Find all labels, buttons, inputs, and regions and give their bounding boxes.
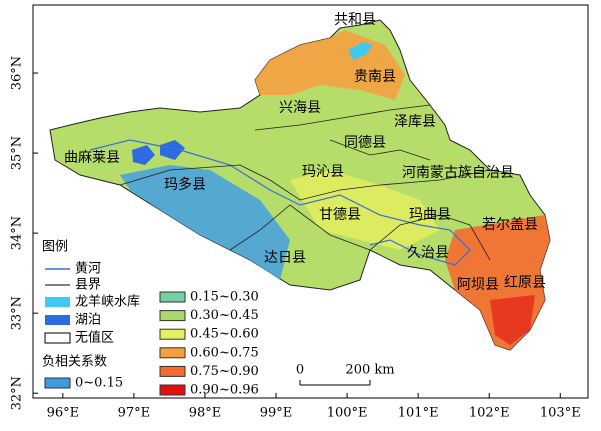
scale-end: 200 km <box>345 363 394 378</box>
county-label: 红原县 <box>504 275 546 291</box>
legend-swatch <box>159 365 186 377</box>
county-label: 曲麻莱县 <box>64 150 120 166</box>
x-tick-label: 101°E <box>398 406 439 421</box>
legend-label: 0.45~0.60 <box>190 327 259 342</box>
legend-swatch <box>159 328 186 340</box>
x-tick-label: 103°E <box>540 406 581 421</box>
county-border <box>329 139 431 161</box>
x-tick-label: 96°E <box>47 406 80 421</box>
legend-swatch <box>159 384 186 396</box>
x-tick-label: 98°E <box>189 406 222 421</box>
legend-label: 0.30~0.45 <box>190 308 259 323</box>
county-label: 泽库县 <box>394 114 436 130</box>
county-label: 甘德县 <box>319 207 361 223</box>
legend-label: 黄河 <box>75 262 101 277</box>
legend-label: 0.90~0.96 <box>190 383 259 398</box>
lake <box>132 140 185 165</box>
scale-start: 0 <box>296 363 304 378</box>
county-label: 玛多县 <box>164 176 206 193</box>
y-tick-label: 34°N <box>10 216 25 250</box>
county-label: 阿坝县 <box>457 277 499 293</box>
legend-label: 0.15~0.30 <box>190 290 259 305</box>
legend-label: 0.75~0.90 <box>190 364 259 379</box>
legend-swatch <box>159 291 186 303</box>
legend-swatch <box>44 377 71 389</box>
legend-label: 0.60~0.75 <box>190 345 259 360</box>
zone-mid <box>290 170 440 250</box>
x-tick-label: 99°E <box>260 406 293 421</box>
yellow-river <box>89 139 471 266</box>
legend-label: 0~0.15 <box>75 376 123 391</box>
county-label: 玛沁县 <box>302 164 344 180</box>
legend-label: 无值区 <box>75 330 114 346</box>
y-tick-label: 35°N <box>10 136 25 170</box>
legend-title: 图例 <box>42 240 68 255</box>
county-label: 玛曲县 <box>409 207 451 223</box>
county-label: 同德县 <box>344 135 386 151</box>
county-label: 贵南县 <box>354 69 396 85</box>
legend-label: 县界 <box>75 278 101 293</box>
legend-swatch <box>159 347 186 359</box>
county-label: 共和县 <box>334 12 376 28</box>
zone-red <box>490 295 535 345</box>
zone-low <box>120 165 290 280</box>
legend-novalue <box>44 332 71 344</box>
county-border <box>254 104 431 131</box>
reservoir <box>348 42 373 60</box>
y-tick-label: 36°N <box>10 56 25 90</box>
county-label: 若尔盖县 <box>482 217 538 233</box>
legend-reservoir <box>45 297 70 307</box>
x-tick-label: 102°E <box>469 406 510 421</box>
legend-lake <box>45 315 70 325</box>
county-label: 兴海县 <box>279 100 321 116</box>
county-border <box>229 204 491 261</box>
y-tick-label: 33°N <box>10 296 25 330</box>
county-label: 达日县 <box>264 250 306 266</box>
x-tick-label: 100°E <box>327 406 368 421</box>
x-tick-label: 97°E <box>118 406 151 421</box>
county-border <box>119 164 491 201</box>
legend-negative-title: 负相关系数 <box>42 355 107 370</box>
y-tick-label: 32°N <box>10 376 25 410</box>
county-label: 河南蒙古族自治县 <box>402 165 514 181</box>
legend-label: 龙羊峡水库 <box>75 294 140 310</box>
legend-label: 湖泊 <box>75 313 101 328</box>
legend-swatch <box>159 310 186 322</box>
county-label: 久治县 <box>407 245 449 261</box>
